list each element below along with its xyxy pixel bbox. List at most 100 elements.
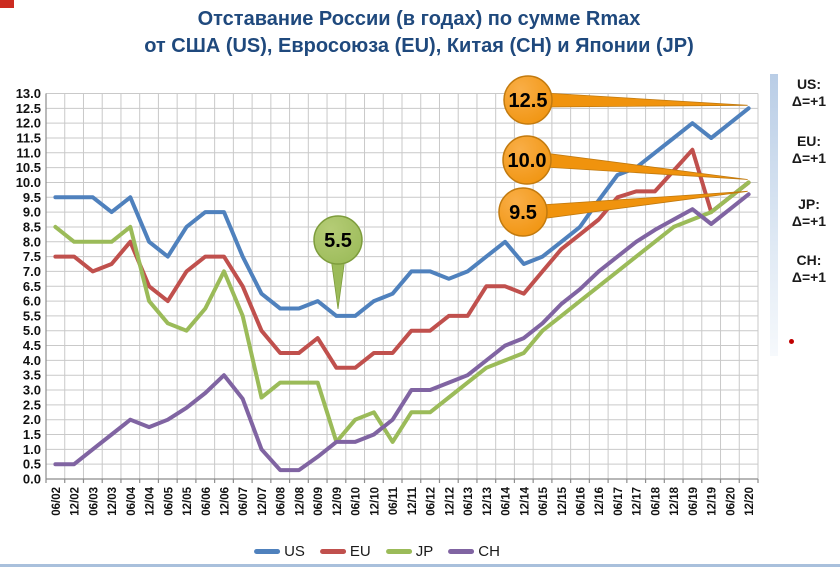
y-tick-label: 6.0 [23, 294, 41, 309]
legend-label-CH: CH [478, 543, 500, 560]
x-tick-label: 06/12 [426, 487, 438, 516]
y-tick-label: 3.0 [23, 383, 41, 398]
x-tick-label: 06/05 [163, 486, 175, 515]
y-tick-label: 1.5 [23, 427, 41, 442]
x-tick-label: 12/14 [519, 486, 531, 515]
x-tick-label: 06/16 [576, 487, 588, 516]
x-tick-label: 12/10 [369, 487, 381, 516]
legend-label-US: US [284, 543, 305, 560]
legend-label-JP: JP [415, 543, 434, 560]
legend-item-US: US [254, 543, 305, 560]
x-tick-label: 12/08 [294, 486, 306, 515]
legend-label-EU: EU [349, 543, 371, 560]
y-tick-label: 3.5 [23, 368, 41, 383]
y-tick-label: 5.5 [23, 308, 41, 323]
x-tick-label: 06/07 [238, 487, 250, 516]
x-tick-label: 06/08 [276, 486, 288, 515]
chart-title-line2: от США (US), Евросоюза (EU), Китая (CH) … [144, 35, 694, 57]
legend-item-CH: CH [448, 543, 500, 560]
y-tick-label: 0.5 [23, 457, 41, 472]
x-tick-label: 12/15 [557, 486, 569, 515]
series-EU [53, 147, 751, 370]
grid [45, 93, 759, 480]
y-axis-labels: 0.00.51.01.52.02.53.03.54.04.55.05.56.06… [16, 86, 41, 487]
x-tick-label: 06/09 [313, 487, 325, 516]
y-tick-label: 0.0 [23, 472, 41, 487]
x-tick-label: 12/02 [70, 487, 82, 516]
x-tick-label: 06/15 [538, 486, 550, 515]
x-tick-label: 12/07 [257, 487, 269, 516]
x-tick-label: 06/14 [501, 486, 513, 515]
x-tick-label: 12/06 [220, 487, 232, 516]
y-tick-label: 9.0 [23, 205, 41, 220]
x-tick-label: 12/17 [632, 487, 644, 516]
delta-note-EU: EU: Δ=+1 [780, 133, 838, 167]
x-tick-label: 06/10 [351, 487, 363, 516]
y-tick-label: 9.5 [23, 190, 41, 205]
callout-label: 9.5 [509, 202, 537, 224]
x-tick-label: 12/19 [707, 487, 719, 516]
x-tick-label: 12/11 [407, 486, 419, 515]
delta-value: Δ=+1 [791, 213, 827, 229]
delta-country: EU: [796, 133, 822, 149]
y-tick-label: 7.5 [23, 249, 41, 264]
delta-value: Δ=+1 [791, 93, 827, 109]
legend-item-EU: EU [319, 543, 371, 560]
y-tick-label: 2.0 [23, 412, 41, 427]
series-CH [53, 192, 751, 473]
bottom-rule [0, 564, 840, 567]
legend-swatch-CH [448, 549, 475, 554]
x-tick-label: 06/03 [88, 487, 100, 516]
series-JP [53, 180, 751, 444]
legend-swatch-US [254, 549, 281, 554]
y-tick-label: 10.5 [16, 160, 41, 175]
x-tick-label: 06/11 [388, 486, 400, 515]
accent-strip [770, 74, 778, 356]
delta-country: JP: [798, 196, 820, 212]
axes [45, 93, 759, 483]
y-tick-label: 5.0 [23, 323, 41, 338]
x-tick-label: 12/16 [594, 487, 606, 516]
legend-item-JP: JP [385, 543, 434, 560]
x-tick-label: 12/09 [332, 487, 344, 516]
y-tick-label: 2.5 [23, 397, 41, 412]
y-tick-label: 13.0 [16, 86, 41, 101]
legend-swatch-JP [385, 549, 412, 554]
y-tick-label: 10.0 [16, 175, 41, 190]
delta-value: Δ=+1 [791, 150, 827, 166]
y-tick-label: 8.5 [23, 219, 41, 234]
x-tick-label: 06/02 [51, 487, 63, 516]
y-tick-label: 11.5 [16, 130, 41, 145]
delta-note-CH: CH: Δ=+1 [780, 252, 838, 286]
chart-title: Отставание России (в годах) по сумме Rma… [0, 6, 838, 60]
x-tick-label: 06/20 [725, 487, 737, 516]
y-tick-label: 8.0 [23, 234, 41, 249]
x-tick-label: 12/03 [107, 487, 119, 516]
delta-country: CH: [796, 252, 822, 268]
red-dot [789, 339, 794, 344]
chart-title-line1: Отставание России (в годах) по сумме Rma… [197, 8, 641, 30]
x-tick-label: 12/12 [444, 487, 456, 516]
y-tick-label: 11.0 [16, 145, 41, 160]
callout-label: 5.5 [324, 230, 352, 252]
delta-note-US: US: Δ=+1 [780, 76, 838, 110]
callout-balloon-12.5 [503, 75, 553, 125]
x-axis-labels: 06/02 12/02 06/03 12/03 06/04 12/04 06/05 12/05… [51, 486, 756, 515]
legend-swatch-EU [319, 549, 346, 554]
y-tick-label: 4.0 [23, 353, 41, 368]
callout-balloon-5.5 [313, 215, 363, 265]
chart-legend: US EU JP CH [254, 543, 500, 560]
x-tick-label: 06/06 [201, 487, 213, 516]
y-tick-label: 1.0 [23, 442, 41, 457]
y-tick-label: 4.5 [23, 338, 41, 353]
corner-mark [0, 0, 14, 8]
callout-label: 12.5 [509, 90, 548, 112]
callout-label: 10.0 [508, 150, 547, 172]
delta-country: US: [796, 76, 822, 92]
y-tick-label: 12.5 [16, 101, 41, 116]
x-tick-label: 12/05 [182, 486, 194, 515]
x-tick-label: 06/13 [463, 487, 475, 516]
x-tick-label: 06/17 [613, 487, 625, 516]
